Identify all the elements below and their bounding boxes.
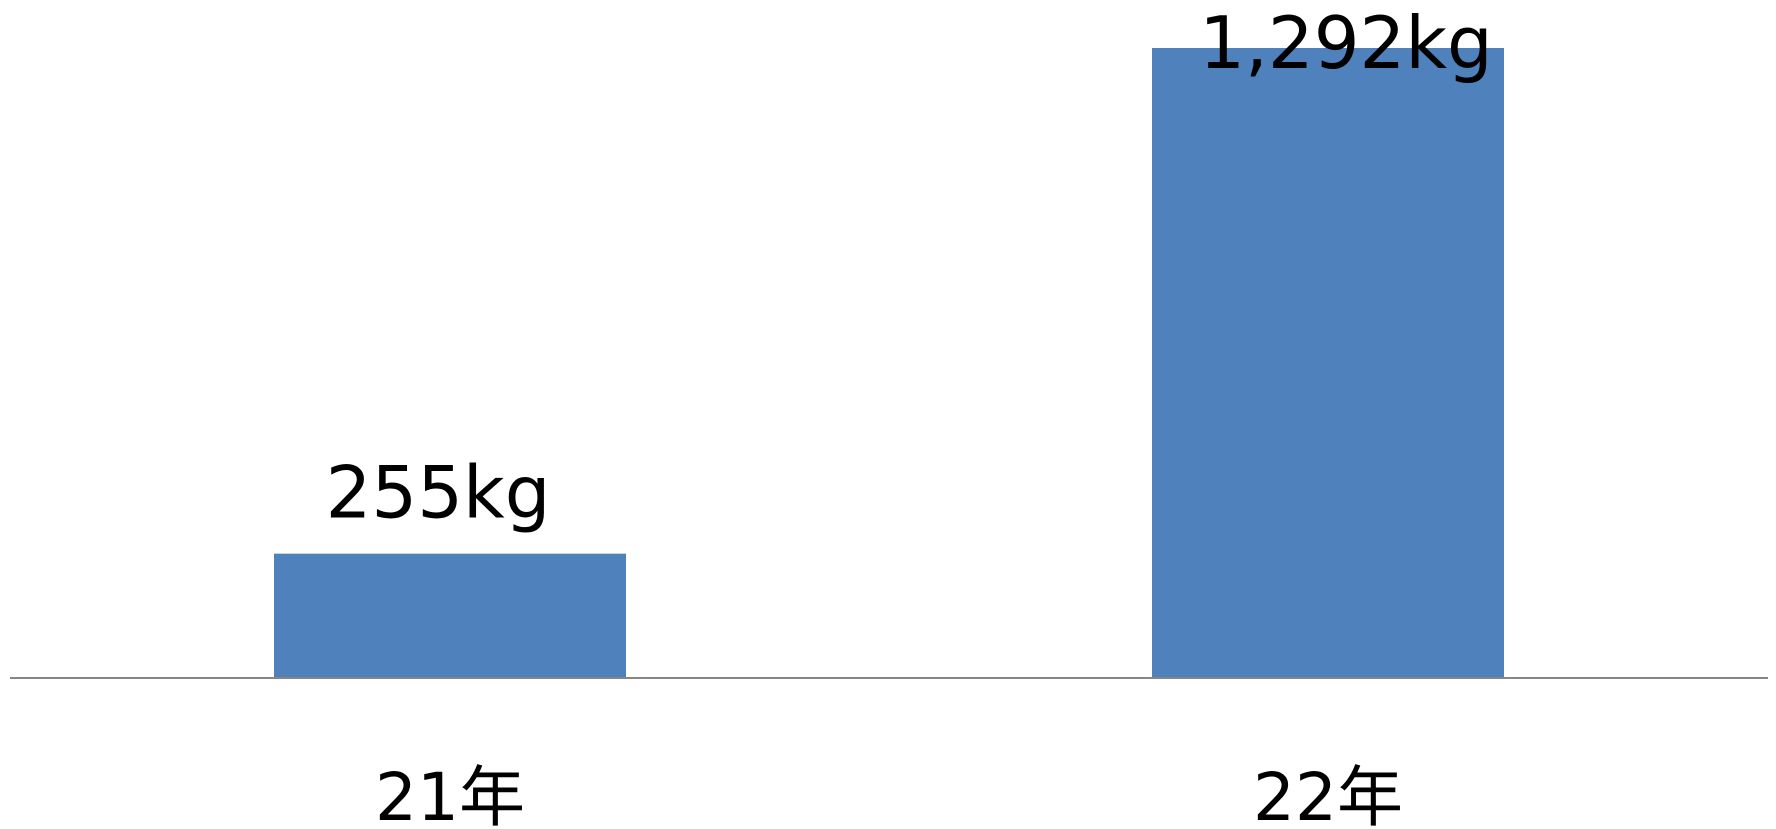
- data-label-1: 255kg: [326, 451, 551, 535]
- bar-2: [1152, 48, 1504, 678]
- bar-1: [274, 553, 626, 678]
- category-label-1: 21年: [375, 759, 525, 829]
- category-labels-group: 21年 22年: [375, 759, 1403, 829]
- bars-group: [274, 48, 1504, 678]
- data-labels-group: 255kg 1,292kg: [326, 1, 1493, 535]
- data-label-2: 1,292kg: [1199, 1, 1493, 85]
- category-label-2: 22年: [1253, 759, 1403, 829]
